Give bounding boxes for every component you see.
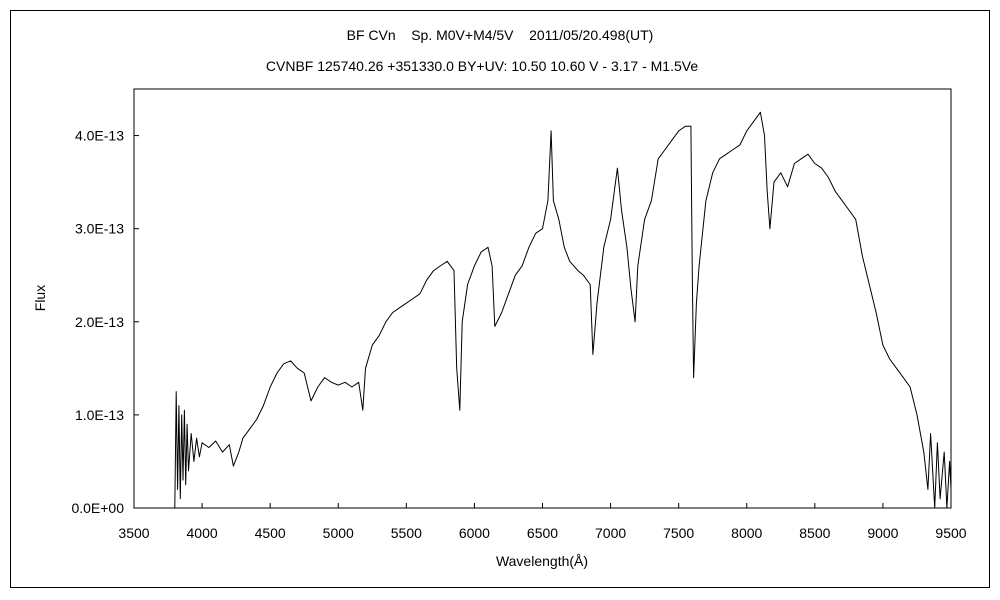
plot-area [133,88,952,509]
x-tick-label: 5500 [391,525,422,541]
chart-subtitle: CVNBF 125740.26 +351330.0 BY+UV: 10.50 1… [266,58,698,74]
y-tick-label: 1.0E-13 [75,407,124,423]
x-tick-label: 4500 [255,525,286,541]
x-tick-label: 8500 [799,525,830,541]
x-axis-ticks: 3500 4000 4500 5000 5500 6000 6500 7000 7500 8000… [118,503,967,541]
series-group [174,111,952,509]
x-tick-label: 5000 [323,525,354,541]
x-tick-label: 8000 [731,525,762,541]
x-tick-label: 6500 [527,525,558,541]
y-tick-label: 4.0E-13 [75,128,124,144]
chart-title: BF CVn Sp. M0V+M4/5V 2011/05/20.498(UT) [347,27,654,43]
x-tick-label: 4000 [187,525,218,541]
x-tick-label: 6000 [459,525,490,541]
x-tick-label: 9000 [867,525,898,541]
chart-frame [10,10,990,588]
x-tick-label: 7000 [595,525,626,541]
y-axis-label: Flux [32,285,48,311]
y-axis-ticks: 0.0E+00 1.0E-13 2.0E-13 3.0E-13 4.0E-13 [71,128,139,516]
x-tick-label: 3500 [118,525,149,541]
x-tick-label: 7500 [663,525,694,541]
x-axis-label: Wavelength(Å) [496,553,588,569]
spectrum-line [174,111,952,509]
x-tick-label: 9500 [935,525,966,541]
y-tick-label: 3.0E-13 [75,221,124,237]
y-tick-label: 0.0E+00 [71,500,124,516]
y-tick-label: 2.0E-13 [75,314,124,330]
